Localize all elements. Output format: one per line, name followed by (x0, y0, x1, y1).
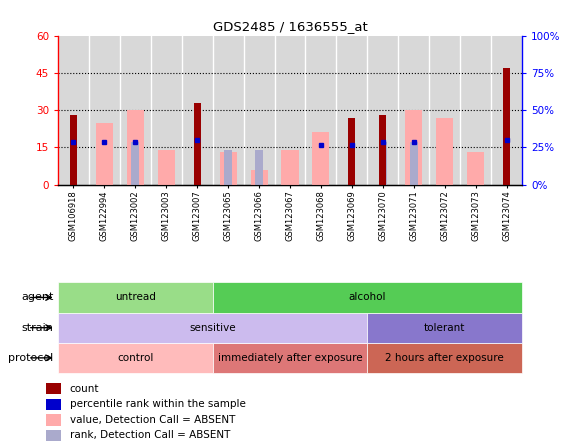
Bar (158, 150, 175, 185)
Bar (491, 36, 522, 185)
Bar (367, 313, 522, 343)
Bar (120, 36, 151, 185)
Bar (58, 313, 367, 343)
Bar (224, 150, 232, 185)
Bar (58, 343, 213, 373)
Bar (151, 36, 182, 185)
Text: value, Detection Call = ABSENT: value, Detection Call = ABSENT (70, 415, 235, 425)
Text: 2 hours after exposure: 2 hours after exposure (385, 353, 504, 363)
Bar (58, 282, 213, 313)
Bar (436, 118, 453, 185)
Text: protocol: protocol (8, 353, 53, 363)
Bar (306, 36, 336, 185)
Bar (89, 36, 120, 185)
Bar (274, 36, 306, 185)
Bar (58, 36, 89, 185)
Bar (503, 68, 510, 185)
Text: tolerant: tolerant (424, 323, 465, 333)
Bar (213, 282, 522, 313)
Text: count: count (70, 384, 99, 393)
Bar (281, 150, 299, 185)
Text: control: control (117, 353, 154, 363)
Text: alcohol: alcohol (349, 293, 386, 302)
Text: rank, Detection Call = ABSENT: rank, Detection Call = ABSENT (70, 431, 230, 440)
Text: sensitive: sensitive (189, 323, 236, 333)
Text: percentile rank within the sample: percentile rank within the sample (70, 399, 245, 409)
Bar (349, 118, 356, 185)
Bar (244, 36, 274, 185)
Bar (429, 36, 460, 185)
Bar (367, 36, 398, 185)
Bar (313, 132, 329, 185)
Bar (220, 152, 237, 185)
Bar (127, 110, 144, 185)
Bar (336, 36, 367, 185)
Text: untread: untread (115, 293, 156, 302)
Bar (46, 383, 61, 394)
Bar (132, 143, 139, 185)
Bar (182, 36, 213, 185)
Bar (379, 115, 386, 185)
Bar (405, 110, 422, 185)
Text: immediately after exposure: immediately after exposure (218, 353, 362, 363)
Bar (46, 399, 61, 410)
Bar (213, 343, 367, 373)
Bar (460, 36, 491, 185)
Bar (410, 143, 418, 185)
Bar (367, 343, 522, 373)
Bar (194, 103, 201, 185)
Bar (398, 36, 429, 185)
Bar (213, 36, 244, 185)
Bar (46, 414, 61, 425)
Bar (467, 152, 484, 185)
Bar (379, 143, 387, 185)
Text: agent: agent (21, 293, 53, 302)
Bar (255, 150, 263, 185)
Bar (70, 115, 77, 185)
Bar (46, 430, 61, 441)
Text: strain: strain (21, 323, 53, 333)
Bar (96, 123, 113, 185)
Title: GDS2485 / 1636555_at: GDS2485 / 1636555_at (213, 20, 367, 33)
Bar (251, 170, 267, 185)
